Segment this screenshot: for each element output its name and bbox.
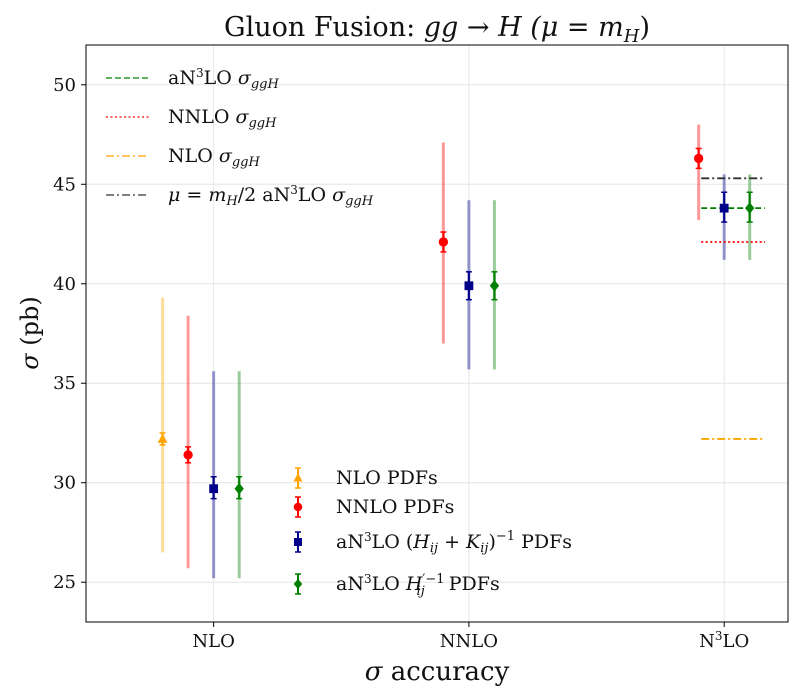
title-main: Gluon Fusion: — [224, 12, 424, 43]
legend-series-label: aN3LO H′−1 ij PDFs — [336, 572, 500, 599]
grid — [86, 45, 788, 622]
y-tick-label: 25 — [53, 572, 76, 593]
x-axis-ticks: NLO NNLO N3LO — [192, 622, 749, 652]
legend-marker — [293, 502, 303, 512]
legend-pre: NNLO — [168, 106, 235, 128]
data-point-series-2 — [209, 484, 219, 494]
legend-sup: 3 — [196, 66, 204, 80]
x-axis-label-symbol: σ — [365, 657, 384, 687]
legend-sigma: σ — [235, 106, 249, 128]
x-axis-label-text: accuracy — [382, 657, 509, 687]
legend-text: NLO PDFs — [336, 467, 438, 489]
x-tick-label-rest: LO — [723, 631, 750, 652]
legend-f1-sub: ij — [417, 584, 425, 599]
legend-sigma: σ — [219, 145, 233, 167]
data-point-series-2 — [719, 203, 729, 213]
legend-pre: NLO — [168, 145, 219, 167]
legend-line-label: NLO σggH — [168, 145, 260, 170]
y-axis-label-symbol: σ — [16, 353, 44, 370]
x-tick-label-nlo: NLO — [192, 631, 234, 652]
x-tick-label-n3lo: N3LO — [699, 629, 749, 652]
legend-tail: PDFs — [515, 531, 572, 553]
legend-prime: ′ — [422, 572, 425, 587]
legend-exp: −1 — [496, 529, 515, 544]
legend-marker — [293, 473, 303, 482]
legend-marker — [294, 538, 302, 546]
legend-pre: aN — [262, 184, 290, 206]
legend-line-label: NNLO σggH — [168, 106, 277, 131]
chart-title: Gluon Fusion: gg → H (μ = mH) — [224, 12, 650, 47]
x-tick-label-main: NNLO — [440, 631, 498, 652]
plot-frame — [85, 44, 789, 623]
legend-sigma: σ — [238, 67, 252, 89]
legend-sub: ggH — [345, 194, 374, 209]
legend-plus: + — [438, 531, 466, 553]
y-axis-label: σ (pb) — [16, 296, 44, 369]
legend-mid: LO — [298, 184, 332, 206]
legend-series-label: aN3LO (Hij + Kij)−1 PDFs — [336, 529, 572, 556]
data-markers — [157, 153, 755, 495]
legend-line-label: μ = mH/2 aN3LO σggH — [168, 183, 374, 209]
data-point-series-1 — [693, 153, 704, 164]
title-tail: ) — [639, 12, 650, 43]
legend-exp: −1 — [425, 572, 444, 587]
legend-series-label: NLO PDFs — [336, 467, 438, 489]
data-point-series-1 — [183, 450, 193, 460]
legend-mid: LO — [372, 573, 406, 595]
y-tick-label: 45 — [53, 174, 76, 195]
title-formula-sub: H — [623, 26, 640, 47]
legend-pre: aN — [336, 531, 364, 553]
legend-pre: aN — [336, 573, 364, 595]
data-point-series-1 — [438, 237, 449, 247]
reference-lines — [701, 177, 766, 440]
legend-close: ) — [488, 531, 495, 553]
legend-pre: aN — [168, 67, 196, 89]
legend-sigma: σ — [332, 184, 346, 206]
legend-sub: ggH — [248, 116, 277, 131]
legend-lead-sub: H — [225, 194, 238, 209]
legend-f1-sub: ij — [430, 541, 438, 556]
legend-f1: H — [405, 573, 423, 595]
x-tick-label-nnlo: NNLO — [440, 631, 498, 652]
x-tick-label-main: N — [699, 631, 715, 652]
legend-f1: H — [412, 531, 430, 553]
legend-sub: ggH — [251, 77, 280, 92]
legend-f2-sub: ij — [480, 541, 488, 556]
title-formula: gg → H (μ = m — [424, 12, 624, 43]
legend-f2: K — [465, 531, 482, 553]
x-axis-label: σ accuracy — [365, 657, 510, 687]
legend-series-label: NNLO PDFs — [336, 496, 454, 518]
data-point-series-3 — [745, 202, 755, 214]
legend-sup: 3 — [364, 530, 372, 544]
y-tick-label: 30 — [53, 473, 76, 494]
data-point-series-2 — [464, 281, 474, 291]
data-point-series-0 — [157, 433, 168, 443]
y-tick-label: 35 — [53, 373, 76, 394]
data-point-series-3 — [489, 279, 500, 292]
legend-mid: LO — [204, 67, 238, 89]
y-tick-label: 50 — [53, 75, 76, 96]
legend-sub: ggH — [232, 155, 261, 170]
data-point-series-3 — [234, 482, 244, 495]
legend-marker — [293, 578, 303, 590]
legend-lead-tail: /2 — [238, 184, 263, 206]
legend-sup: 3 — [290, 183, 298, 197]
legend-line-label: aN3LO σggH — [168, 66, 279, 92]
x-tick-label-main: NLO — [192, 631, 234, 652]
y-axis-label-text: (pb) — [16, 296, 44, 353]
legend-mid: LO ( — [372, 531, 414, 553]
y-axis-ticks: 25 30 35 40 45 50 — [53, 75, 86, 593]
y-tick-label: 40 — [53, 274, 76, 295]
legend-lead: μ = m — [168, 184, 226, 206]
legend-text: NNLO PDFs — [336, 496, 454, 518]
x-tick-label-sup: 3 — [715, 629, 723, 643]
legend-tail: PDFs — [443, 573, 500, 595]
legend-sup: 3 — [364, 572, 372, 586]
